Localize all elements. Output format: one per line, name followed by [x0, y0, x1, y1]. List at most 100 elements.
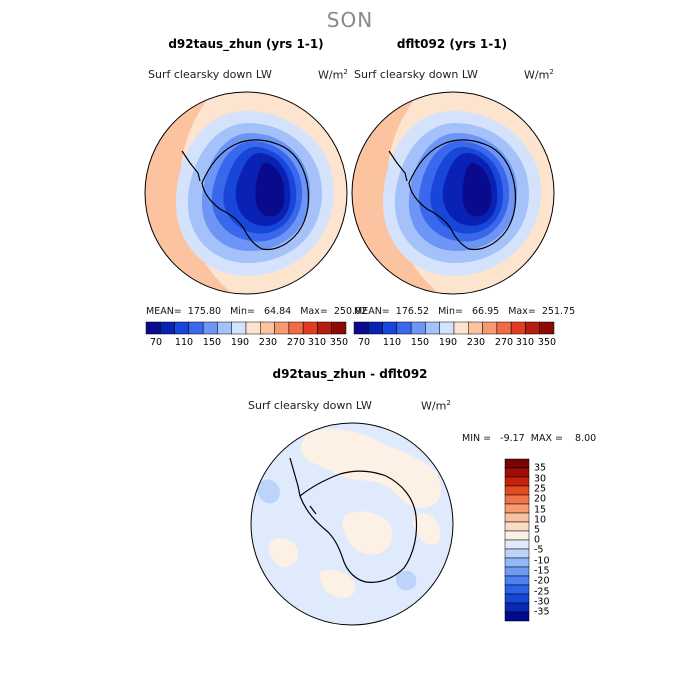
left-colorbar-swatch	[317, 321, 332, 335]
diff-colorbar	[504, 458, 530, 622]
diff-colorbar-swatch	[504, 593, 530, 604]
diff-variable-label: Surf clearsky down LW	[248, 399, 372, 412]
diff-cb-label: 25	[534, 483, 547, 495]
right-colorbar-swatch	[368, 321, 383, 335]
right-colorbar-swatch	[510, 321, 526, 335]
diff-panel-title: d92taus_zhun - dflt092	[272, 367, 428, 381]
diff-colorbar-swatch	[504, 476, 530, 487]
right-cb-label: 190	[438, 337, 458, 348]
diff-colorbar-swatch	[504, 458, 530, 469]
right-cb-label: 230	[466, 337, 486, 348]
diff-cb-label: 30	[534, 473, 547, 485]
left-colorbar-swatch	[288, 321, 304, 335]
left-colorbar-swatch	[217, 321, 232, 335]
right-polar-map	[351, 91, 555, 295]
left-units-label: W/m2	[318, 68, 348, 82]
right-cb-label: 350	[537, 337, 557, 348]
diff-colorbar-swatch	[504, 611, 530, 622]
right-cb-label: 150	[410, 337, 430, 348]
left-cb-label: 230	[258, 337, 278, 348]
diff-colorbar-swatch	[504, 512, 530, 523]
left-cb-label: 70	[149, 337, 163, 348]
left-cb-label: 110	[174, 337, 194, 348]
diff-polar-map	[250, 422, 454, 626]
diff-cb-label: 20	[534, 493, 547, 505]
right-colorbar-swatch	[525, 321, 540, 335]
diff-units-label: W/m2	[421, 399, 451, 413]
diff-cb-label: -25	[534, 586, 550, 598]
left-band-cool7	[255, 162, 285, 217]
diff-cb-label: -35	[534, 606, 550, 618]
diff-colorbar-swatch	[504, 494, 530, 505]
right-colorbar-labels: 70 110 150 190 230 270 310 350	[354, 337, 557, 349]
left-colorbar-labels: 70 110 150 190 230 270 310 350	[146, 337, 349, 349]
diff-cb-label: 35	[534, 462, 547, 474]
left-cb-label: 270	[286, 337, 306, 348]
diff-cb-label: 10	[534, 514, 547, 526]
left-polar-map	[144, 91, 348, 295]
diff-cb-label: -30	[534, 596, 550, 608]
left-colorbar-swatch	[160, 321, 175, 335]
left-stats: MEAN= 175.80 Min= 64.84 Max= 250.02	[146, 306, 368, 317]
diff-colorbar-swatch	[504, 539, 530, 550]
diff-colorbar-swatch	[504, 521, 530, 532]
right-colorbar-swatch	[482, 321, 498, 335]
left-colorbar	[145, 321, 347, 335]
diff-warm-patch	[413, 513, 441, 545]
left-band-warm	[145, 92, 234, 294]
right-cb-label: 110	[382, 337, 402, 348]
diff-stats: MIN = -9.17 MAX = 8.00	[462, 433, 597, 444]
left-panel-title: d92taus_zhun (yrs 1-1)	[168, 37, 324, 51]
diff-colorbar-swatch	[504, 530, 530, 541]
diff-colorbar-labels: 35 30 25 20 15 10 5 0 -5 -10 -15 -20 -25…	[534, 459, 574, 621]
right-panel-title: dflt092 (yrs 1-1)	[396, 37, 508, 51]
left-colorbar-swatch	[245, 321, 261, 335]
diff-cb-label: -5	[534, 544, 544, 556]
left-cb-label: 190	[230, 337, 250, 348]
right-colorbar-swatch	[353, 321, 369, 335]
diff-cb-label: -20	[534, 575, 550, 587]
right-colorbar-swatch	[425, 321, 440, 335]
diff-cb-label: 5	[534, 524, 541, 536]
right-stats: MEAN= 176.52 Min= 66.95 Max= 251.75	[354, 306, 576, 317]
left-colorbar-swatch	[174, 321, 190, 335]
season-title: SON	[326, 8, 374, 32]
left-cb-label: 350	[329, 337, 349, 348]
diff-colorbar-swatch	[504, 467, 530, 478]
diff-colorbar-swatch	[504, 503, 530, 514]
diff-cool-patch	[257, 479, 280, 504]
left-cb-label: 150	[202, 337, 222, 348]
diff-colorbar-swatch	[504, 584, 530, 595]
right-band-cool7	[462, 162, 492, 217]
diff-cb-label: 0	[534, 534, 541, 546]
diff-colorbar-swatch	[504, 485, 530, 496]
diff-warm-patch	[319, 569, 356, 599]
left-colorbar-swatch	[202, 321, 218, 335]
diff-colorbar-swatch	[504, 575, 530, 586]
right-cb-label: 70	[357, 337, 371, 348]
right-band-warm	[352, 92, 441, 294]
diff-warm-patch	[342, 511, 393, 555]
right-units-label: W/m2	[524, 68, 554, 82]
diff-colorbar-swatch	[504, 602, 530, 613]
left-variable-label: Surf clearsky down LW	[148, 68, 272, 81]
right-coastline	[388, 139, 517, 251]
diff-cb-label: 15	[534, 504, 547, 516]
right-colorbar-swatch	[382, 321, 398, 335]
right-colorbar-swatch	[453, 321, 469, 335]
diff-colorbar-swatch	[504, 557, 530, 568]
left-colorbar-swatch	[260, 321, 275, 335]
diff-cb-label: -10	[534, 555, 550, 567]
left-cb-label: 310	[307, 337, 327, 348]
right-colorbar-swatch	[439, 321, 455, 335]
right-colorbar-swatch	[410, 321, 426, 335]
right-colorbar-swatch	[396, 321, 412, 335]
left-colorbar-swatch	[302, 321, 318, 335]
left-colorbar-swatch	[145, 321, 161, 335]
right-variable-label: Surf clearsky down LW	[354, 68, 478, 81]
left-colorbar-swatch	[331, 321, 347, 335]
left-colorbar-swatch	[274, 321, 290, 335]
right-cb-label: 270	[494, 337, 514, 348]
right-cb-label: 310	[515, 337, 535, 348]
right-colorbar-swatch	[468, 321, 483, 335]
